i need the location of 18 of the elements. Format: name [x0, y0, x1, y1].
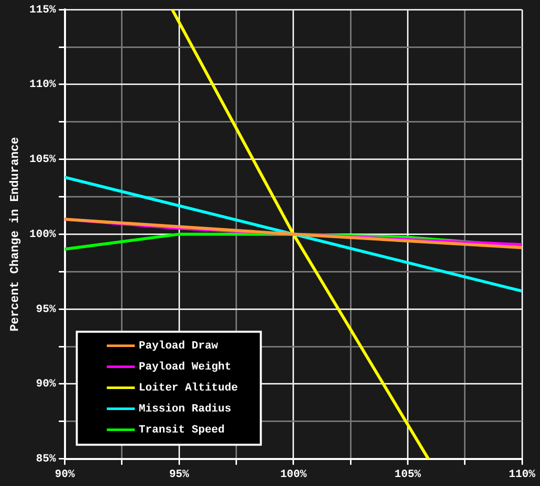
legend-label: Loiter Altitude [138, 382, 238, 395]
legend-label: Transit Speed [138, 424, 225, 437]
y-tick-label: 110% [29, 79, 56, 92]
x-tick-label: 100% [280, 469, 307, 482]
x-tick-label: 105% [394, 469, 422, 482]
y-tick-label: 95% [36, 304, 56, 316]
y-tick-label: 90% [36, 378, 56, 391]
x-tick-label: 110% [508, 469, 536, 482]
legend-label: Payload Draw [138, 340, 218, 353]
y-tick-label: 115% [29, 4, 56, 16]
x-tick-label: 90% [54, 469, 76, 482]
y-tick-label: 100% [29, 228, 56, 241]
y-axis-title: Percent Change in Endurance [8, 136, 22, 332]
legend-label: Mission Radius [138, 404, 232, 416]
x-tick-label: 95% [169, 469, 190, 482]
y-tick-label: 105% [29, 154, 56, 166]
legend-label: Payload Weight [138, 362, 232, 374]
y-tick-label: 85% [36, 454, 56, 466]
